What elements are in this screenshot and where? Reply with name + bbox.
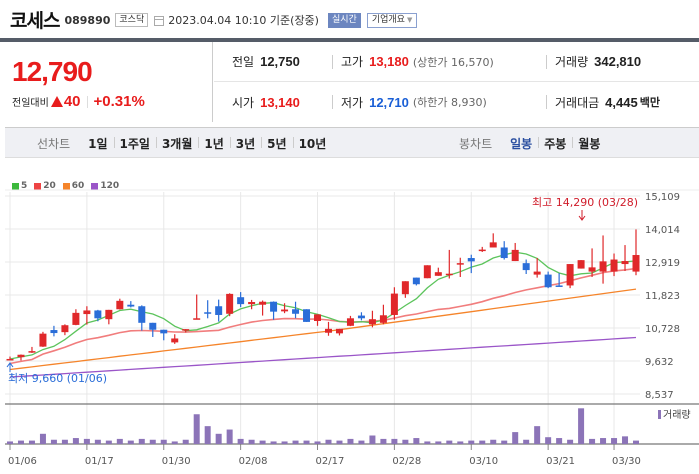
amount-label: 거래대금 <box>555 95 600 110</box>
quote-datetime: 2023.04.04 10:10 기준(장중) <box>168 14 319 27</box>
change-percent: +0.31% <box>93 93 145 110</box>
tab-3m[interactable]: 3개월 <box>155 135 198 152</box>
low-price: 저가 12,710 (하한가 8,930) <box>332 94 487 110</box>
upper-limit: (상한가 16,570) <box>412 55 494 69</box>
prev-close-label: 전일 <box>232 55 255 69</box>
prev-close: 전일 12,750 <box>232 54 300 69</box>
quote-row-1: 전일 12,750 고가 13,180 (상한가 16,570) 거래량 342,810 <box>214 42 699 82</box>
realtime-button[interactable]: 실시간 <box>327 12 361 28</box>
legend-ma5: 5 <box>12 181 27 191</box>
tab-weekly[interactable]: 주봉 <box>538 135 572 152</box>
line-chart-label: 선차트 <box>37 136 71 151</box>
y-tick-label: 12,919 <box>645 258 680 269</box>
company-overview-dropdown[interactable]: 기업개요 ▼ <box>366 12 418 28</box>
header-divider <box>0 38 699 42</box>
price-box: 12,790 전일대비 40 +0.31% <box>0 42 213 122</box>
x-tick-label: 03/10 <box>469 456 498 467</box>
stock-code: 089890 <box>64 14 111 27</box>
y-tick-label: 8,537 <box>645 390 674 401</box>
company-overview-label: 기업개요 <box>371 14 405 25</box>
prev-close-value: 12,750 <box>260 54 300 69</box>
y-tick-label: 11,823 <box>645 291 680 302</box>
x-tick-label: 02/17 <box>316 456 345 467</box>
divider <box>86 95 88 108</box>
legend-label: 60 <box>71 181 85 191</box>
x-tick-label: 01/17 <box>85 456 114 467</box>
legend-label: 5 <box>21 181 28 191</box>
market-badge: 코스닥 <box>115 13 149 27</box>
y-tick-label: 14,014 <box>645 225 680 236</box>
legend-ma20: 20 <box>34 181 56 191</box>
legend-swatch <box>91 182 99 190</box>
legend-ma120: 120 <box>91 181 119 191</box>
quote-info: 12,790 전일대비 40 +0.31% 전일 12,750 고가 13,180(… <box>0 42 699 122</box>
x-tick-label: 01/06 <box>8 456 37 467</box>
tab-5y[interactable]: 5년 <box>261 135 292 152</box>
y-tick-label: 15,109 <box>645 192 680 203</box>
line-chart-tabs: 선차트 1일 1주일 3개월 1년 3년 5년 10년 <box>37 128 332 158</box>
amount-unit: 백만 <box>639 96 660 109</box>
x-tick-label: 03/30 <box>612 456 641 467</box>
volume-value: 342,810 <box>594 54 642 69</box>
y-tick-label: 10,728 <box>645 324 680 335</box>
legend-ma60: 60 <box>62 181 85 191</box>
candle-chart-tabs: 봉차트 일봉 주봉 월봉 <box>459 128 606 158</box>
stock-header: 코세스 089890 코스닥 2023.04.04 10:10 기준(장중) 실… <box>0 0 699 38</box>
legend-swatch <box>62 182 70 190</box>
high-price: 고가 13,180 (상한가 16,570) <box>332 54 494 69</box>
open-label: 시가 <box>232 95 255 110</box>
legend-swatch <box>12 182 19 190</box>
legend-swatch <box>34 182 42 190</box>
tab-1w[interactable]: 1주일 <box>113 135 156 152</box>
low-value: 12,710 <box>369 94 409 110</box>
tab-1y[interactable]: 1년 <box>198 135 229 152</box>
open-price: 시가 13,140 <box>232 94 300 110</box>
x-tick-label: 02/08 <box>239 456 268 467</box>
legend-label: 120 <box>100 181 120 191</box>
x-tick-label: 03/21 <box>546 456 575 467</box>
high-label: 고가 <box>341 55 364 69</box>
lower-limit: (하한가 8,930) <box>412 96 487 109</box>
low-label: 저가 <box>341 95 364 110</box>
amount-value: 4,445 <box>605 94 638 110</box>
open-value: 13,140 <box>260 94 300 110</box>
legend-label: 20 <box>43 181 56 191</box>
chevron-down-icon: ▼ <box>406 15 413 24</box>
high-annotation: 최고 14,290 (03/28) <box>532 196 638 209</box>
trade-amount: 거래대금 4,445 백만 <box>546 94 660 110</box>
tab-monthly[interactable]: 월봉 <box>572 135 606 152</box>
high-value: 13,180 <box>369 54 409 69</box>
volume: 거래량 342,810 <box>546 54 642 69</box>
chart-tabs: 선차트 1일 1주일 3개월 1년 3년 5년 10년 봉차트 일봉 주봉 월봉 <box>5 127 699 158</box>
change-value: 40 <box>63 93 81 110</box>
tab-3y[interactable]: 3년 <box>229 135 261 152</box>
change-label: 전일대비 <box>12 98 49 109</box>
volume-label: 거래량 <box>555 55 589 69</box>
calendar-icon <box>154 15 165 26</box>
ma-legend: 5 20 60 120 <box>12 181 126 191</box>
candle-chart-label: 봉차트 <box>459 136 493 151</box>
tab-1d[interactable]: 1일 <box>88 136 108 151</box>
stock-name: 코세스 <box>10 9 60 32</box>
current-price: 12,790 <box>12 56 93 87</box>
low-annotation: 최저 9,660 (01/06) <box>8 372 107 385</box>
tab-daily[interactable]: 일봉 <box>510 136 533 151</box>
up-triangle-icon <box>50 96 63 107</box>
x-tick-label: 02/28 <box>392 456 421 467</box>
volume-legend: 거래량 <box>663 409 691 421</box>
price-change: 전일대비 40 +0.31% <box>12 93 145 110</box>
tab-10y[interactable]: 10년 <box>292 135 333 152</box>
quote-row-2: 시가 13,140 저가 12,710 (하한가 8,930) 거래대금 4,445 백만 <box>214 82 699 122</box>
x-tick-label: 01/30 <box>162 456 191 467</box>
y-tick-label: 9,632 <box>645 357 674 368</box>
